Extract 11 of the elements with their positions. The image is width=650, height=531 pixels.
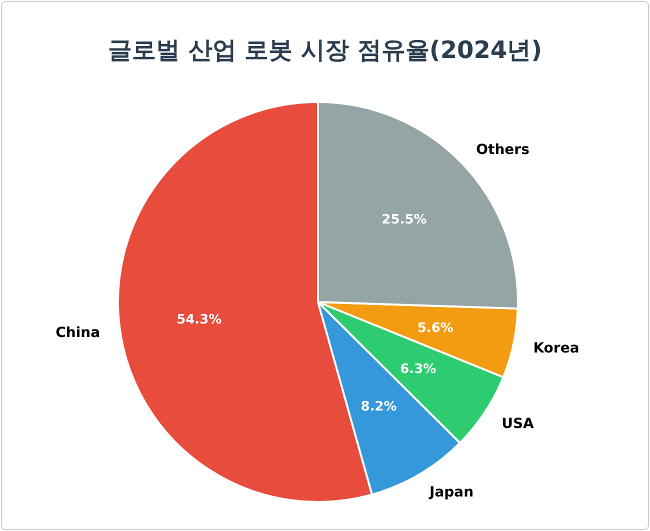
chart-title: 글로벌 산업 로봇 시장 점유율(2024년)	[108, 36, 542, 64]
slice-label: China	[56, 325, 100, 341]
data-label: 25.5%	[382, 212, 427, 228]
slice-label: Korea	[533, 340, 580, 357]
data-label: 54.3%	[176, 312, 222, 328]
slice-label: Others	[476, 142, 530, 158]
data-label: 8.2%	[360, 399, 397, 414]
slice-label: USA	[502, 416, 534, 432]
slice-label: Japan	[428, 484, 474, 501]
data-label: 5.6%	[417, 320, 454, 336]
data-label: 6.3%	[400, 362, 436, 378]
